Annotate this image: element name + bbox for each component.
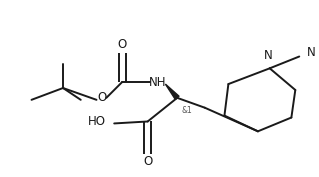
Polygon shape xyxy=(165,84,179,99)
Text: HO: HO xyxy=(88,115,106,128)
Text: O: O xyxy=(117,38,127,51)
Text: N: N xyxy=(263,49,272,62)
Text: O: O xyxy=(143,155,152,168)
Text: N: N xyxy=(307,46,316,59)
Text: &1: &1 xyxy=(181,106,192,115)
Text: O: O xyxy=(98,91,107,104)
Text: NH: NH xyxy=(149,76,166,89)
